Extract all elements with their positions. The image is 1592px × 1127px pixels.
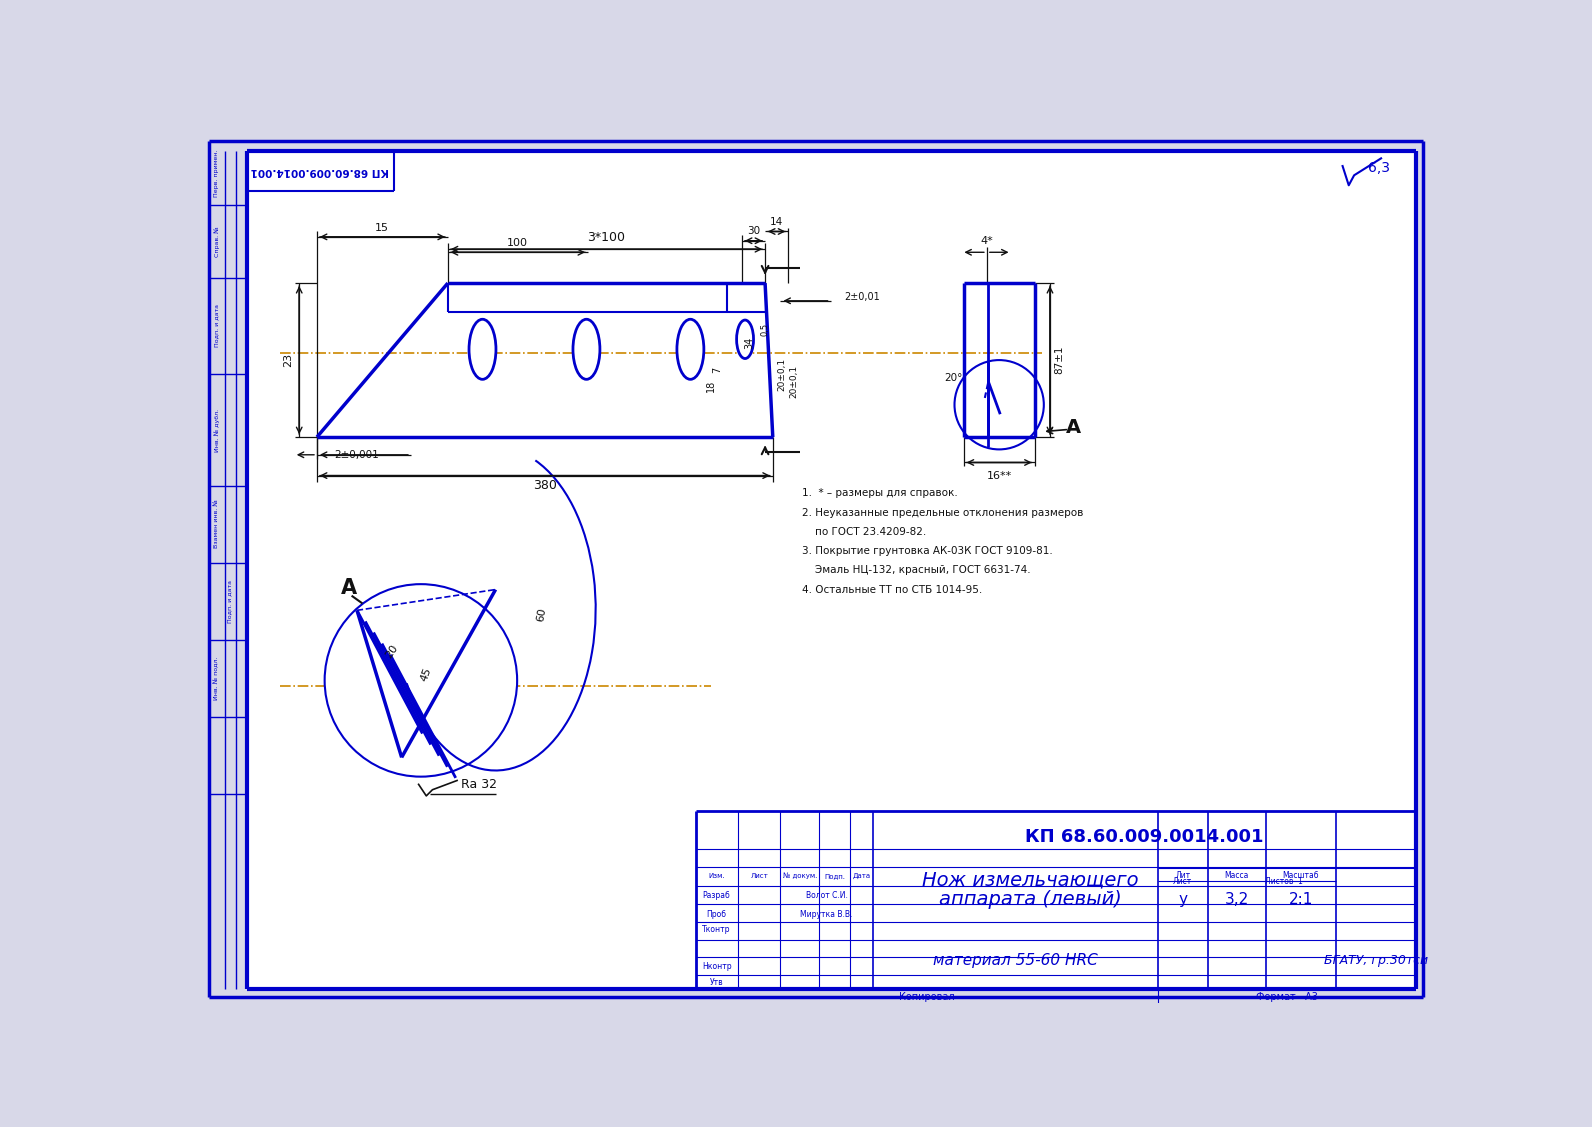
Circle shape bbox=[955, 361, 1044, 450]
Text: материал 55-60 HRC: материал 55-60 HRC bbox=[933, 953, 1098, 968]
Text: 1.  * – размеры для справок.: 1. * – размеры для справок. bbox=[802, 488, 958, 498]
Text: 7: 7 bbox=[712, 367, 723, 373]
Text: Разраб: Разраб bbox=[702, 891, 731, 900]
Text: по ГОСТ 23.4209-82.: по ГОСТ 23.4209-82. bbox=[802, 526, 927, 536]
Ellipse shape bbox=[677, 319, 704, 380]
Text: Лист: Лист bbox=[750, 873, 769, 879]
Text: Копировал: Копировал bbox=[899, 992, 955, 1002]
Text: 18: 18 bbox=[707, 380, 716, 391]
Text: 23: 23 bbox=[283, 353, 293, 367]
Text: Тконтр: Тконтр bbox=[702, 925, 731, 934]
Text: Инв. № дубл.: Инв. № дубл. bbox=[213, 409, 220, 452]
Text: Подп. и дата: Подп. и дата bbox=[215, 304, 220, 347]
Text: Нож измельчающего: Нож измельчающего bbox=[922, 870, 1138, 889]
Text: Масса: Масса bbox=[1224, 871, 1248, 880]
Text: А: А bbox=[1065, 418, 1081, 437]
Text: 4*: 4* bbox=[981, 237, 993, 247]
Text: Эмаль НЦ-132, красный, ГОСТ 6631-74.: Эмаль НЦ-132, красный, ГОСТ 6631-74. bbox=[802, 566, 1030, 575]
Text: Дата: Дата bbox=[852, 873, 871, 879]
Text: Волот С.И.: Волот С.И. bbox=[806, 891, 847, 900]
Text: Листов  1: Листов 1 bbox=[1264, 877, 1302, 886]
Text: № докум.: № докум. bbox=[783, 872, 817, 879]
Text: Лист: Лист bbox=[1173, 877, 1192, 886]
Text: 16**: 16** bbox=[987, 471, 1013, 481]
Text: КП 68.60.009.0014.001: КП 68.60.009.0014.001 bbox=[1025, 828, 1264, 846]
Text: 34: 34 bbox=[745, 337, 755, 349]
Text: Масштаб: Масштаб bbox=[1283, 871, 1320, 880]
Text: Мирутка В.В.: Мирутка В.В. bbox=[801, 909, 853, 919]
Text: Ra 32: Ra 32 bbox=[462, 778, 497, 791]
Text: Подп.: Подп. bbox=[825, 873, 845, 879]
Text: КП 68.60.009.0014.001: КП 68.60.009.0014.001 bbox=[252, 167, 388, 177]
Text: Справ. №: Справ. № bbox=[213, 227, 220, 257]
Text: Проб: Проб bbox=[707, 909, 726, 919]
Text: 30: 30 bbox=[747, 225, 759, 236]
Text: Взамен инв. №: Взамен инв. № bbox=[215, 499, 220, 549]
Text: Перв. примен.: Перв. примен. bbox=[215, 149, 220, 196]
Text: Лит: Лит bbox=[1175, 871, 1191, 880]
Text: 15: 15 bbox=[374, 223, 388, 232]
Text: у: у bbox=[1178, 891, 1188, 906]
Text: Формат   А3: Формат А3 bbox=[1256, 992, 1318, 1002]
Text: 3,2: 3,2 bbox=[1224, 891, 1248, 906]
Text: Нконтр: Нконтр bbox=[702, 961, 731, 970]
Text: 100: 100 bbox=[506, 238, 527, 248]
Text: 2. Неуказанные предельные отклонения размеров: 2. Неуказанные предельные отклонения раз… bbox=[802, 507, 1084, 517]
Text: 4. Остальные ТТ по СТБ 1014-95.: 4. Остальные ТТ по СТБ 1014-95. bbox=[802, 585, 982, 595]
Text: 2±0,01: 2±0,01 bbox=[844, 292, 880, 302]
Text: Утв: Утв bbox=[710, 978, 723, 987]
Text: 2:1: 2:1 bbox=[1290, 891, 1313, 906]
Ellipse shape bbox=[470, 319, 497, 380]
Text: 60: 60 bbox=[535, 606, 548, 622]
Text: Изм.: Изм. bbox=[708, 873, 726, 879]
Text: 20±0,1: 20±0,1 bbox=[777, 357, 786, 390]
Text: БГАТУ, гр.30тси: БГАТУ, гр.30тси bbox=[1325, 955, 1428, 967]
Ellipse shape bbox=[737, 320, 753, 358]
Text: 2±0,001: 2±0,001 bbox=[334, 450, 379, 460]
Circle shape bbox=[325, 584, 517, 777]
Text: 3*100: 3*100 bbox=[587, 231, 626, 245]
Text: 20±0,1: 20±0,1 bbox=[790, 365, 799, 398]
Text: 20: 20 bbox=[384, 642, 400, 659]
Text: 45: 45 bbox=[419, 666, 433, 683]
Text: А: А bbox=[341, 578, 357, 598]
Text: 0,5: 0,5 bbox=[761, 322, 769, 336]
Text: 380: 380 bbox=[533, 479, 557, 492]
Text: 14: 14 bbox=[771, 218, 783, 228]
Text: 6,3: 6,3 bbox=[1368, 160, 1390, 175]
Text: 87±1: 87±1 bbox=[1054, 346, 1063, 374]
Text: 20°: 20° bbox=[944, 373, 963, 383]
Text: 3. Покрытие грунтовка АК-03К ГОСТ 9109-81.: 3. Покрытие грунтовка АК-03К ГОСТ 9109-8… bbox=[802, 547, 1052, 556]
Text: аппарата (левый): аппарата (левый) bbox=[939, 889, 1122, 908]
Text: Подп. и дата: Подп. и дата bbox=[228, 579, 232, 622]
Text: Инв. № подл.: Инв. № подл. bbox=[215, 656, 220, 700]
Ellipse shape bbox=[573, 319, 600, 380]
